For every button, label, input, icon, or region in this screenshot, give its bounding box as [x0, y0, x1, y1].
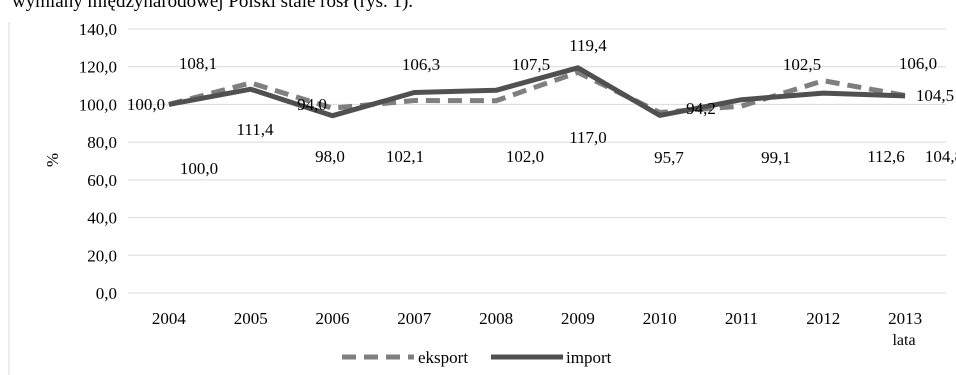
y-tick-label: 60,0 — [87, 171, 117, 190]
y-tick-label: 100,0 — [79, 95, 117, 114]
data-label-import: 106,0 — [899, 54, 937, 73]
x-tick-label: 2013 — [888, 309, 922, 328]
legend: eksport import — [342, 348, 612, 367]
context-text: wymiany międzynarodowej Polski stale rós… — [12, 0, 414, 12]
legend-eksport-label: eksport — [418, 348, 468, 367]
x-tick-label: 2007 — [397, 309, 432, 328]
data-label-eksport: 98,0 — [315, 147, 345, 166]
data-label-eksport: 104,8 — [925, 147, 956, 166]
data-label-eksport: 112,6 — [867, 147, 905, 166]
data-labels: 100,0 111,4 98,0 102,1 102,0 117,0 95,7 99,1 112… — [127, 36, 956, 178]
x-tick-label: 2010 — [643, 309, 677, 328]
y-tick-label: 20,0 — [87, 246, 117, 265]
data-label-eksport: 117,0 — [569, 128, 607, 147]
y-tick-labels: 0,0 20,0 40,0 60,0 80,0 100,0 120,0 140,0 — [79, 20, 117, 303]
x-tick-label: 2011 — [725, 309, 758, 328]
data-label-import: 106,3 — [402, 55, 440, 74]
data-label-import: 107,5 — [512, 55, 550, 74]
series-layer — [168, 65, 906, 119]
y-tick-label: 40,0 — [87, 209, 117, 228]
x-tick-label: 2005 — [234, 309, 268, 328]
y-tick-label: 0,0 — [96, 284, 117, 303]
x-tick-label: 2009 — [561, 309, 595, 328]
x-tick-label: 2006 — [316, 309, 350, 328]
data-label-import: 94,2 — [686, 99, 716, 118]
legend-import-label: import — [566, 348, 612, 367]
data-label-eksport: 95,7 — [654, 148, 684, 167]
data-label-eksport: 111,4 — [237, 120, 274, 139]
data-label-eksport: 102,1 — [386, 147, 424, 166]
data-label-import: 94,0 — [297, 95, 327, 114]
x-tick-labels: 2004 2005 2006 2007 2008 2009 2010 2011 2012 2013 — [152, 309, 922, 328]
x-tick-label: 2012 — [806, 309, 840, 328]
x-tick-label: 2008 — [479, 309, 513, 328]
y-axis-label: % — [43, 153, 62, 167]
y-tick-label: 80,0 — [87, 133, 117, 152]
series-line-eksport — [168, 69, 906, 115]
data-label-import: 119,4 — [569, 36, 607, 55]
data-label-eksport: 99,1 — [761, 148, 791, 167]
x-tick-label: 2004 — [152, 309, 187, 328]
data-label-eksport: 100,0 — [180, 159, 218, 178]
data-label-import: 108,1 — [179, 54, 217, 73]
data-label-import: 102,5 — [783, 55, 821, 74]
data-label-import: 100,0 — [127, 95, 165, 114]
data-label-eksport: 102,0 — [506, 147, 544, 166]
y-tick-label: 120,0 — [79, 58, 117, 77]
x-axis-label: lata — [892, 332, 915, 349]
y-tick-label: 140,0 — [79, 20, 117, 39]
data-label-import: 104,5 — [916, 86, 954, 105]
series-line-import — [168, 65, 906, 119]
grid-layer — [128, 28, 946, 294]
